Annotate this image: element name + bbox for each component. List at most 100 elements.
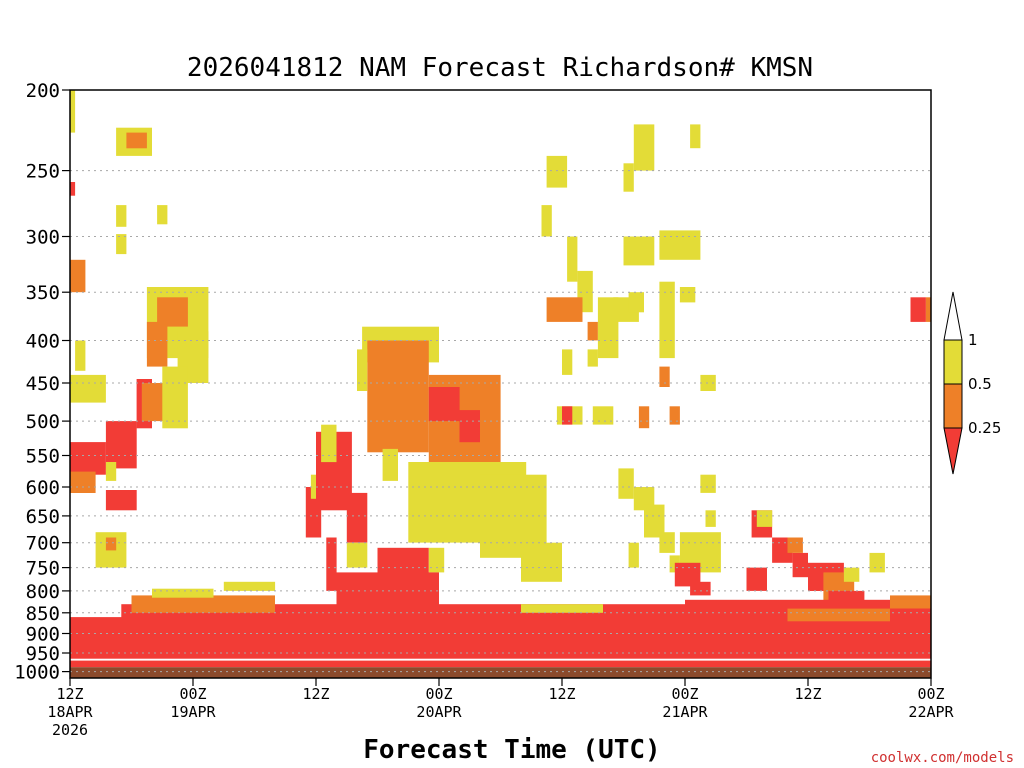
ri-cell: [321, 424, 337, 463]
colorbar-bin: [943, 339, 963, 385]
ri-cell: [910, 297, 926, 322]
ri-cell: [75, 340, 86, 371]
ri-cell: [223, 581, 276, 591]
ri-cell: [157, 297, 188, 327]
ri-cell: [546, 155, 568, 188]
ri-cell: [346, 542, 368, 568]
ri-cell: [70, 374, 106, 403]
x-tick-label: 00Z: [425, 685, 452, 703]
credit-text: coolwx.com/models: [871, 750, 1014, 766]
x-tick-label: 00Z: [917, 685, 944, 703]
y-tick-label: 250: [26, 161, 60, 183]
ri-cell: [659, 281, 675, 359]
colorbar-bottom-arrow: [943, 427, 963, 475]
ground-layer: [70, 667, 931, 678]
ri-cell: [587, 349, 598, 367]
ri-cell: [787, 537, 803, 553]
ri-cell: [618, 468, 634, 499]
colorbar-label: 0.25: [968, 419, 1001, 437]
colorbar-top-arrow: [943, 291, 963, 341]
ri-cell: [367, 340, 429, 453]
ri-cell: [326, 537, 337, 591]
ri-cell: [116, 234, 127, 255]
ri-cell: [157, 205, 168, 225]
ground-band: [70, 667, 931, 678]
x-tick-label: 2026: [52, 721, 88, 739]
ri-cell: [792, 552, 808, 578]
ri-cell: [772, 537, 793, 563]
ri-cell: [628, 292, 644, 313]
y-tick-label: 800: [26, 581, 60, 603]
ri-cell: [925, 297, 931, 322]
ri-cell: [623, 163, 634, 192]
ri-cell: [105, 537, 117, 551]
x-tick-label: 21APR: [662, 703, 708, 721]
ri-cell: [428, 387, 460, 422]
ri-cell: [787, 608, 890, 622]
ri-cell: [592, 406, 614, 425]
y-tick-label: 750: [26, 558, 60, 580]
colorbar-label: 0.5: [968, 375, 992, 393]
ri-cell: [162, 366, 188, 429]
y-axis-ticks: 200 250 300 350 400 450 500 550 600 650 700 7508008…: [14, 80, 70, 684]
ri-cell: [638, 406, 650, 429]
richardson-cells: [70, 90, 931, 668]
ri-cell: [310, 474, 316, 499]
ri-cell: [541, 205, 552, 237]
x-axis-label: Forecast Time (UTC): [363, 735, 660, 765]
ri-cell: [644, 504, 665, 538]
x-tick-label: 12Z: [302, 685, 329, 703]
ri-cell: [105, 462, 117, 481]
y-tick-label: 400: [26, 331, 60, 353]
ri-cell: [357, 349, 368, 391]
ri-cell: [521, 542, 562, 582]
ri-cell: [70, 658, 931, 661]
plot-frame: [69, 89, 932, 679]
ri-cell: [659, 366, 670, 387]
y-tick-label: 1000: [14, 662, 60, 684]
ri-cell: [521, 604, 603, 613]
ri-cell: [105, 490, 137, 511]
y-tick-label: 550: [26, 446, 60, 468]
ri-cell: [346, 492, 368, 543]
y-tick-label: 650: [26, 506, 60, 528]
y-tick-label: 500: [26, 411, 60, 433]
colorbar-bin: [943, 383, 963, 429]
ri-cell: [756, 510, 773, 527]
ri-cell: [562, 349, 573, 375]
ri-cell: [105, 421, 137, 469]
x-tick-label: 00Z: [179, 685, 206, 703]
ri-cell: [746, 567, 767, 591]
ri-cell: [70, 259, 86, 293]
ri-cell: [679, 287, 696, 303]
plot-area: [69, 89, 932, 679]
y-tick-label: 600: [26, 477, 60, 499]
x-tick-label: 20APR: [416, 703, 462, 721]
y-tick-label: 950: [26, 643, 60, 665]
ri-cell: [690, 124, 701, 149]
ri-cell: [890, 595, 931, 609]
ri-cell: [705, 510, 716, 527]
colorbar: 1 0.5 0.25: [943, 291, 1001, 475]
ri-cell: [633, 487, 655, 511]
ri-cell: [70, 90, 76, 133]
ri-cell: [633, 124, 655, 171]
ri-cell: [674, 562, 701, 587]
ri-cell: [669, 406, 680, 425]
ri-cell: [869, 552, 885, 573]
ri-cell: [623, 236, 655, 266]
ri-cell: [146, 321, 168, 367]
ri-cell: [382, 448, 398, 481]
x-tick-label: 12Z: [548, 685, 575, 703]
x-tick-label: 22APR: [908, 703, 954, 721]
ri-cell: [459, 410, 480, 443]
y-tick-label: 850: [26, 603, 60, 625]
colorbar-label: 1: [968, 331, 978, 349]
ri-cell: [628, 542, 639, 568]
ri-cell: [126, 132, 147, 149]
ri-cell: [597, 297, 619, 359]
x-tick-label: 18APR: [47, 703, 93, 721]
ri-cell: [131, 595, 275, 613]
